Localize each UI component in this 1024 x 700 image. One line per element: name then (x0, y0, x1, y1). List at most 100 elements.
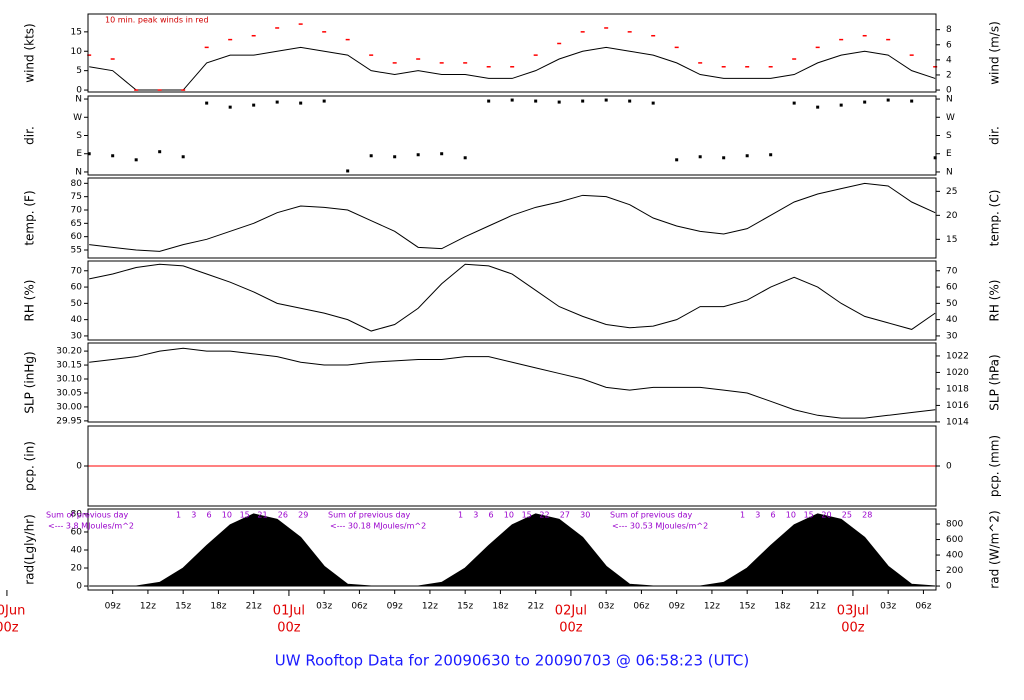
y-tick-label: 0 (76, 462, 82, 472)
x-tick-label: 12z (704, 602, 720, 612)
data-point (299, 101, 303, 105)
x-tick-label: 15z (175, 602, 191, 612)
data-line (89, 347, 936, 419)
y-tick-label: 30.00 (56, 402, 82, 412)
data-point (510, 98, 514, 102)
data-point (745, 154, 749, 158)
y-tick-label: S (76, 131, 82, 141)
y-axis-title: wind (kts) (23, 23, 37, 82)
annotation: 10 min. peak winds in red (105, 16, 209, 25)
data-point (792, 101, 796, 105)
x-tick-label: 18z (774, 602, 790, 612)
annotation: 1 3 6 10 15 21 26 29 (176, 511, 308, 520)
data-point (322, 99, 326, 103)
x-tick-label: 06z (351, 602, 367, 612)
y-axis-title: rad(Lgly/hr) (23, 514, 37, 585)
y-tick-label: 15 (71, 27, 82, 37)
y2-tick-label: N (946, 167, 953, 177)
y2-tick-label: 2 (946, 70, 952, 80)
y-axis-title: SLP (inHg) (23, 351, 37, 413)
x-tick-label: 03z (316, 602, 332, 612)
y2-tick-label: 40 (946, 315, 958, 325)
y-tick-label: 30.10 (56, 375, 82, 385)
annotation: 1 3 6 10 15 20 25 28 (740, 511, 872, 520)
y-axis-title: pcp. (in) (23, 441, 37, 491)
data-point (628, 99, 632, 103)
x-tick-label: 18z (492, 602, 508, 612)
x-tick-label: 21z (810, 602, 826, 612)
data-point (252, 103, 256, 107)
annotation: <--- 30.53 MJoules/m^2 (612, 522, 708, 531)
day-label: 03Jul (837, 604, 869, 619)
data-line (89, 46, 936, 91)
annotation: Sum of previous day (610, 511, 692, 520)
data-point (205, 101, 209, 105)
x-tick-label: 06z (915, 602, 931, 612)
y2-tick-label: 4 (946, 55, 952, 65)
y2-tick-label: 1020 (946, 368, 969, 378)
data-point (463, 156, 467, 160)
y2-tick-label: 8 (946, 25, 952, 35)
data-point (933, 156, 937, 160)
y2-axis-title: temp. (C) (988, 190, 1002, 247)
y-axis-title: temp. (F) (23, 190, 37, 245)
y2-axis-title: SLP (hPa) (988, 354, 1002, 410)
annotation: Sum of previous day (46, 511, 128, 520)
data-point (557, 100, 561, 104)
x-tick-label: 18z (210, 602, 226, 612)
x-tick-label: 09z (669, 602, 685, 612)
y-tick-label: 30.20 (56, 347, 82, 357)
plot-frame (87, 177, 937, 259)
y2-tick-label: 30 (946, 331, 958, 341)
y-tick-label: 50 (71, 299, 83, 309)
y-axis-title: RH (%) (23, 280, 37, 322)
y-tick-label: 70 (71, 266, 83, 276)
data-point (910, 99, 914, 103)
y-tick-label: 80 (71, 509, 83, 519)
y2-tick-label: 60 (946, 283, 958, 293)
y2-tick-label: 600 (946, 535, 963, 545)
y-tick-label: 20 (71, 564, 83, 574)
y-tick-label: 60 (71, 232, 83, 242)
plot-frame (87, 342, 937, 423)
data-point (440, 152, 444, 156)
y2-axis-title: rad (W/m^2) (988, 510, 1002, 588)
day-time-label: 00z (559, 621, 583, 636)
x-tick-label: 15z (739, 602, 755, 612)
data-point (369, 154, 373, 158)
data-point (581, 99, 585, 103)
y2-tick-label: 1016 (946, 401, 969, 411)
day-time-label: 00z (0, 621, 19, 636)
y2-tick-label: 70 (946, 266, 958, 276)
y2-tick-label: 50 (946, 299, 958, 309)
data-point (839, 103, 843, 107)
day-label: 02Jul (555, 604, 587, 619)
y2-tick-label: 0 (946, 462, 952, 472)
y-tick-label: 10 (71, 47, 83, 57)
y2-tick-label: 6 (946, 40, 952, 50)
data-point (604, 98, 608, 102)
y2-tick-label: 0 (946, 86, 952, 96)
x-tick-label: 09z (105, 602, 121, 612)
x-tick-label: 12z (422, 602, 438, 612)
plot-frame (87, 260, 937, 341)
y2-axis-title: wind (m/s) (988, 21, 1002, 85)
y-tick-label: 55 (71, 246, 82, 256)
data-point (863, 100, 867, 104)
y-tick-label: 29.95 (56, 416, 82, 426)
y-tick-label: 40 (71, 545, 83, 555)
y2-tick-label: 1014 (946, 417, 969, 427)
y2-tick-label: 20 (946, 211, 958, 221)
data-area (89, 513, 936, 587)
data-point (134, 158, 138, 162)
y-tick-label: 0 (76, 582, 82, 592)
annotation: Sum of previous day (328, 511, 410, 520)
data-point (87, 152, 91, 156)
data-point (181, 155, 185, 159)
x-tick-label: 06z (633, 602, 649, 612)
day-time-label: 00z (841, 621, 865, 636)
y2-tick-label: 1018 (946, 384, 969, 394)
data-point (886, 98, 890, 102)
x-tick-label: 03z (598, 602, 614, 612)
